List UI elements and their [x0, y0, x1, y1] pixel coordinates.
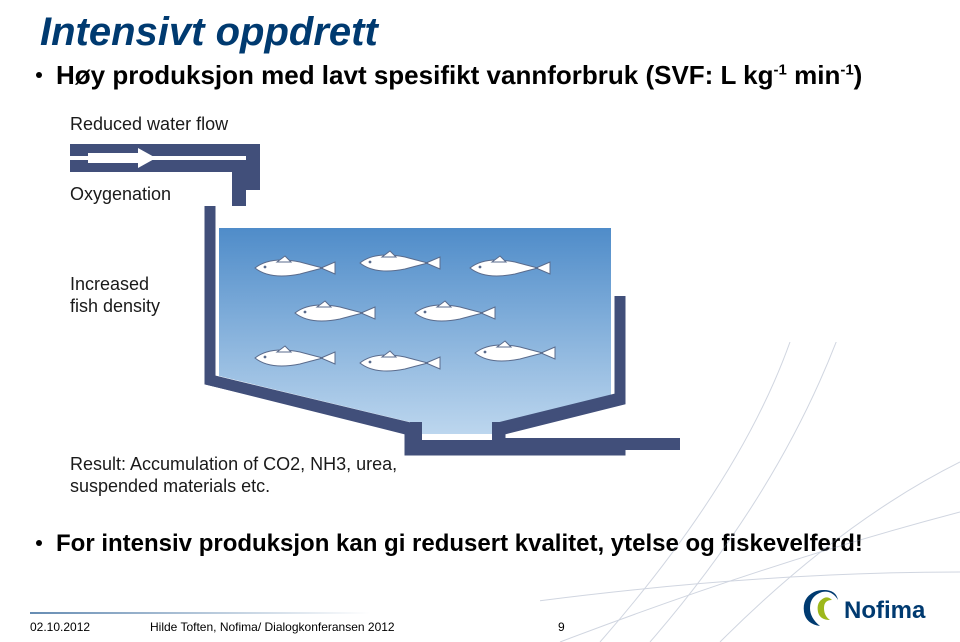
bullet-top: Høy produksjon med lavt spesifikt vannfo… [36, 60, 862, 91]
bullet-dot-2 [36, 540, 42, 546]
label-result-l2: suspended materials etc. [70, 476, 270, 496]
tank-diagram: Reduced water flow Oxygenation Increased… [60, 110, 680, 510]
nofima-logo: Nofima [800, 588, 940, 630]
slide-title: Intensivt oppdrett [40, 10, 378, 55]
label-reduced: Reduced water flow [70, 114, 229, 134]
label-density-l2: fish density [70, 296, 160, 316]
bullet-bottom: For intensiv produksjon kan gi redusert … [36, 530, 863, 558]
bullet-bottom-text: For intensiv produksjon kan gi redusert … [56, 530, 863, 557]
bullet-dot [36, 72, 42, 78]
label-density-l1: Increased [70, 274, 149, 294]
sup1: -1 [774, 61, 787, 78]
label-result-l1: Result: Accumulation of CO2, NH3, urea, [70, 454, 397, 474]
logo-text: Nofima [844, 597, 926, 624]
footer-line [30, 612, 370, 614]
tank-shape [210, 206, 680, 452]
bullet-top-prefix: Høy produksjon med lavt spesifikt vannfo… [56, 60, 774, 90]
footer-date: 02.10.2012 [30, 620, 90, 634]
footer-page: 9 [558, 620, 565, 634]
bullet-top-mid: min [787, 60, 840, 90]
bullet-top-suffix: ) [854, 60, 863, 90]
label-oxy: Oxygenation [70, 184, 171, 204]
footer-author: Hilde Toften, Nofima/ Dialogkonferansen … [150, 620, 395, 634]
slide: Intensivt oppdrett Høy produksjon med la… [0, 0, 960, 642]
sup2: -1 [840, 61, 853, 78]
